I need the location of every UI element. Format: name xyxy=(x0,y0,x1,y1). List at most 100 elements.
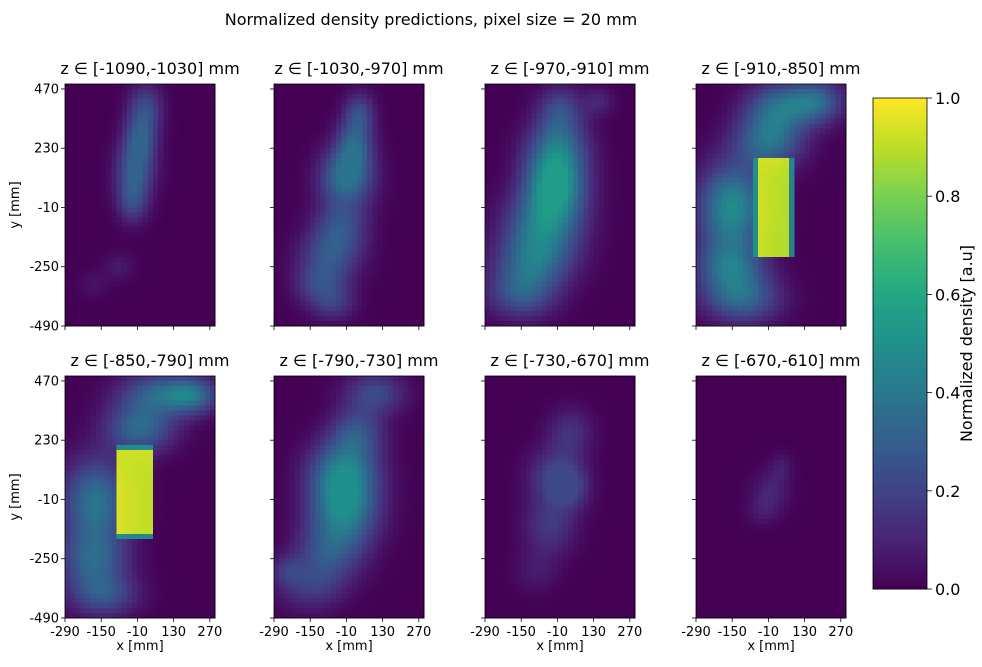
heatmap-cell xyxy=(346,207,352,213)
heatmap-cell xyxy=(65,296,71,302)
heatmap-cell xyxy=(490,158,496,164)
heatmap-cell xyxy=(408,153,415,159)
heatmap-cell xyxy=(840,192,847,198)
heatmap-cell xyxy=(557,177,563,184)
heatmap-cell xyxy=(65,212,71,218)
heatmap-cell xyxy=(96,143,102,149)
heatmap-cell xyxy=(593,88,600,95)
heatmap-cell xyxy=(593,158,600,164)
heatmap-cell xyxy=(495,232,501,238)
heatmap-cell xyxy=(732,113,738,119)
heatmap-cell xyxy=(495,98,501,105)
heatmap-cell xyxy=(289,251,296,258)
heatmap-cell xyxy=(609,138,615,144)
heatmap-cell xyxy=(588,222,595,228)
heatmap-cell xyxy=(341,153,347,159)
heatmap-cell xyxy=(572,113,579,119)
heatmap-cell xyxy=(163,266,169,273)
heatmap-cell xyxy=(163,84,169,90)
heatmap-cell xyxy=(562,212,569,218)
heatmap-cell xyxy=(310,192,316,198)
heatmap-cell xyxy=(526,123,532,129)
heatmap-cell xyxy=(835,103,842,110)
heatmap-cell xyxy=(101,108,107,115)
heatmap-cell xyxy=(696,133,702,139)
heatmap-cell xyxy=(742,197,749,203)
heatmap-cell xyxy=(516,153,522,159)
heatmap-cell xyxy=(557,217,563,223)
heatmap-cell xyxy=(716,108,723,115)
heatmap-cell xyxy=(80,286,87,292)
heatmap-cell xyxy=(624,153,631,159)
heatmap-cell xyxy=(820,108,826,115)
heatmap-cell xyxy=(505,316,512,322)
heatmap-cell xyxy=(758,133,764,139)
heatmap-cell xyxy=(825,113,831,119)
heatmap-cell xyxy=(721,133,728,139)
heatmap-cell xyxy=(189,301,195,307)
heatmap-cell xyxy=(578,232,584,238)
heatmap-cell xyxy=(209,113,216,119)
heatmap-cell xyxy=(567,123,574,129)
heatmap-cell xyxy=(289,177,296,184)
heatmap-cell xyxy=(127,202,133,208)
heatmap-cell xyxy=(609,276,615,282)
heatmap-cell xyxy=(209,177,216,184)
panel-frame xyxy=(273,83,425,327)
heatmap-cell xyxy=(531,306,538,312)
heatmap-cell xyxy=(531,276,538,282)
heatmap-cell xyxy=(526,296,532,302)
heatmap-cell xyxy=(696,163,702,169)
heatmap-cell xyxy=(356,108,363,115)
heatmap-cell xyxy=(351,217,358,223)
heatmap-cell xyxy=(598,167,605,174)
heatmap-cell xyxy=(510,103,517,110)
heatmap-cell xyxy=(361,207,368,213)
heatmap-cell xyxy=(572,321,579,327)
heatmap-cell xyxy=(716,187,723,194)
heatmap-cell xyxy=(609,207,615,213)
heatmap-cell xyxy=(168,128,175,134)
heatmap-cell xyxy=(547,113,553,119)
heatmap-cell xyxy=(294,261,301,268)
heatmap-cell xyxy=(742,133,749,139)
heatmap-cell xyxy=(588,207,595,213)
heatmap-cell xyxy=(351,133,358,139)
heatmap-cell xyxy=(85,103,92,110)
heatmap-cell xyxy=(768,103,774,110)
heatmap-cell xyxy=(706,103,712,110)
heatmap-cell xyxy=(204,237,211,243)
heatmap-cell xyxy=(737,167,743,174)
heatmap-cell xyxy=(173,133,180,139)
heatmap-cell xyxy=(85,276,92,282)
heatmap-cell xyxy=(305,316,311,322)
heatmap-cell xyxy=(158,281,164,287)
heatmap-cell xyxy=(305,163,311,169)
heatmap-cell xyxy=(531,108,538,115)
heatmap-cell xyxy=(521,202,527,208)
heatmap-cell xyxy=(75,158,81,164)
heatmap-cell xyxy=(111,128,118,134)
heatmap-cell xyxy=(521,88,527,95)
heatmap-cell xyxy=(408,242,415,248)
heatmap-cell xyxy=(609,246,615,253)
heatmap-cell xyxy=(747,103,754,110)
heatmap-cell xyxy=(209,163,216,169)
heatmap-cell xyxy=(485,172,491,179)
heatmap-cell xyxy=(341,296,347,302)
heatmap-cell xyxy=(320,276,327,282)
heatmap-cell xyxy=(168,291,175,297)
heatmap-cell xyxy=(106,232,112,238)
heatmap-cell xyxy=(204,261,211,268)
heatmap-cell xyxy=(588,98,595,105)
heatmap-cell xyxy=(490,182,496,189)
heatmap-cell xyxy=(325,108,332,115)
heatmap-cell xyxy=(500,271,507,278)
heatmap-cell xyxy=(583,128,589,134)
heatmap-cell xyxy=(562,286,569,292)
heatmap-cell xyxy=(490,84,496,90)
heatmap-cell xyxy=(85,172,92,179)
heatmap-cell xyxy=(299,246,306,253)
heatmap-cell xyxy=(116,118,123,124)
heatmap-cell xyxy=(578,222,584,228)
